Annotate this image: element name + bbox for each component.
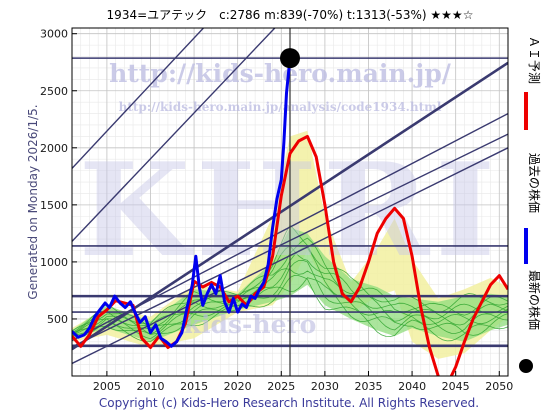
y-tick-label: 1000 xyxy=(40,256,68,269)
y-tick-label: 1500 xyxy=(40,199,68,212)
series-lines xyxy=(72,57,508,376)
latest-price-dot xyxy=(280,48,300,69)
past-price-line xyxy=(72,57,292,348)
y-tick-label: 3000 xyxy=(40,28,68,41)
watermark-url-sub: http://kids-hero.main.jp/analysis/code19… xyxy=(119,100,442,114)
x-tick-label: 2005 xyxy=(93,380,121,393)
legend-label: 最新の株価 xyxy=(527,270,542,330)
y-tick-label: 2500 xyxy=(40,85,68,98)
y-tick-label: 500 xyxy=(47,313,68,326)
legend-label: ＡＩ予測 xyxy=(527,36,541,84)
chart-title: 1934=ユアテック c:2786 m:839(-70%) t:1313(-53… xyxy=(107,8,474,22)
ai-forecast-line xyxy=(72,134,508,376)
x-tick-label: 2020 xyxy=(224,380,252,393)
x-tick-label: 2030 xyxy=(311,380,339,393)
copyright-text: Copyright (c) Kids-Hero Research Institu… xyxy=(99,396,479,410)
trend-line xyxy=(72,28,276,242)
watermark-logo-sub: kids-hero xyxy=(184,310,317,339)
legend-swatch-dot xyxy=(519,359,533,373)
y-tick-label: 2000 xyxy=(40,142,68,155)
x-tick-label: 2035 xyxy=(354,380,382,393)
x-tick-label: 2015 xyxy=(180,380,208,393)
x-tick-label: 2010 xyxy=(136,380,164,393)
x-tick-label: 2045 xyxy=(442,380,470,393)
x-tick-label: 2050 xyxy=(485,380,513,393)
current-marker xyxy=(280,48,300,69)
axis-ticks: 2005 2010 2015 2020 2025 2030 2035 2040 2045 2050… xyxy=(40,28,513,393)
x-tick-label: 2040 xyxy=(398,380,426,393)
horizontal-levels xyxy=(72,28,508,376)
plot-frame xyxy=(71,27,509,377)
watermark-url-main: http://kids-hero.main.jp/ xyxy=(109,59,452,88)
x-tick-label: 2025 xyxy=(267,380,295,393)
generated-date-label: Generated on Monday 2026/1/5. xyxy=(26,104,40,299)
trend-line xyxy=(72,28,205,169)
legend-label: 過去の株価 xyxy=(527,153,542,213)
